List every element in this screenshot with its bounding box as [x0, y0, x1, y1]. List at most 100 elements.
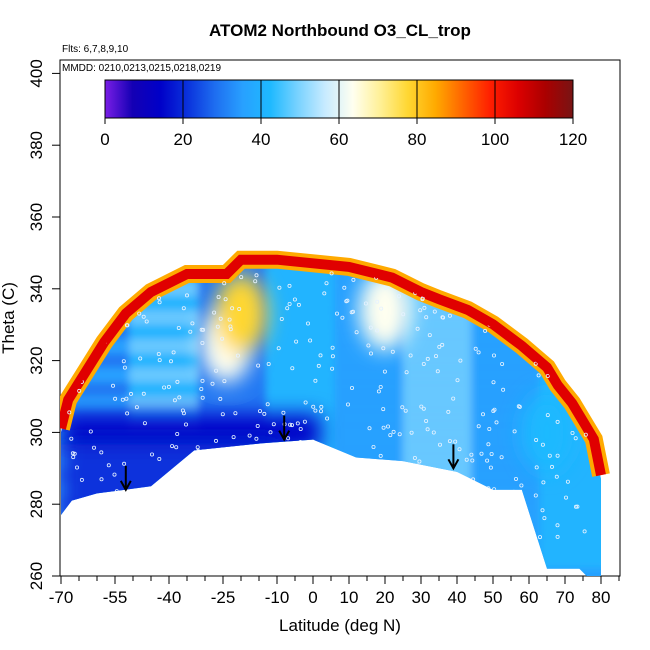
- sample-point: [388, 433, 393, 438]
- sample-point: [200, 340, 205, 345]
- sample-point: [527, 310, 532, 315]
- sample-point: [483, 502, 488, 507]
- sample-point: [238, 536, 243, 541]
- sample-point: [321, 468, 326, 473]
- sample-point: [158, 526, 163, 531]
- feature-layer-lower: [61, 444, 281, 535]
- sample-point: [505, 316, 510, 321]
- sample-point: [235, 506, 240, 511]
- sample-point: [156, 296, 161, 301]
- sample-point: [381, 425, 386, 430]
- sample-point: [314, 525, 319, 530]
- sample-point: [72, 520, 77, 525]
- sample-point: [479, 451, 484, 456]
- sample-point: [445, 271, 450, 276]
- sample-point: [547, 453, 552, 458]
- sample-point: [458, 358, 463, 363]
- sample-point: [215, 324, 220, 329]
- sample-point: [550, 464, 555, 469]
- sample-point: [533, 361, 538, 366]
- sample-point: [107, 501, 112, 506]
- sample-point: [485, 458, 490, 463]
- sample-point: [92, 494, 97, 499]
- sample-point: [173, 504, 178, 509]
- x-tick-label: 80: [592, 588, 611, 607]
- sample-point: [447, 313, 452, 318]
- sample-point: [367, 507, 372, 512]
- sample-point: [424, 418, 429, 423]
- sample-point: [147, 515, 152, 520]
- y-tick-label: 360: [27, 203, 46, 231]
- sample-point: [570, 430, 575, 435]
- sample-point: [88, 429, 93, 434]
- sample-point: [253, 279, 258, 284]
- sample-point: [157, 456, 162, 461]
- sample-point: [541, 340, 546, 345]
- sample-point: [269, 508, 274, 513]
- sample-point: [455, 378, 460, 383]
- sample-point: [553, 327, 558, 332]
- x-tick-label: 60: [520, 588, 539, 607]
- feature-blob: [215, 273, 267, 354]
- sample-point: [289, 423, 294, 428]
- sample-point: [580, 356, 585, 361]
- sample-point: [199, 502, 204, 507]
- sample-point: [583, 432, 588, 437]
- sample-point: [195, 445, 200, 450]
- tropopause-arrow: [447, 444, 460, 471]
- sample-point: [70, 451, 75, 456]
- sample-point: [262, 411, 267, 416]
- sample-point: [585, 366, 590, 371]
- sample-point: [385, 424, 390, 429]
- sample-point: [214, 368, 219, 373]
- sample-point: [228, 327, 233, 332]
- sample-point: [354, 490, 359, 495]
- sample-point: [254, 436, 259, 441]
- sample-point: [324, 281, 329, 286]
- sample-point: [491, 353, 496, 358]
- sample-point: [373, 527, 378, 532]
- sample-point: [488, 465, 493, 470]
- sample-point: [341, 494, 346, 499]
- sample-point: [316, 363, 321, 368]
- sample-point: [418, 308, 423, 313]
- sample-point: [586, 363, 591, 368]
- sample-point: [545, 373, 550, 378]
- sample-point: [286, 436, 291, 441]
- sample-point: [469, 452, 474, 457]
- colorbar-tick-label: 20: [174, 130, 193, 149]
- tropopause-arrow: [119, 465, 132, 492]
- sample-point: [464, 477, 469, 482]
- sample-point: [77, 388, 82, 393]
- sample-point: [401, 312, 406, 317]
- sample-point: [464, 457, 469, 462]
- sample-point: [379, 306, 384, 311]
- sample-point: [69, 436, 74, 441]
- sample-point: [225, 513, 230, 518]
- sample-point: [223, 297, 228, 302]
- sample-point: [168, 359, 173, 364]
- sample-point: [462, 521, 467, 526]
- sample-point: [382, 531, 387, 536]
- sample-point: [265, 402, 270, 407]
- sample-point: [451, 501, 456, 506]
- sample-point: [239, 275, 244, 280]
- sample-point: [367, 480, 372, 485]
- sample-point: [420, 502, 425, 507]
- sample-point: [99, 450, 104, 455]
- sample-point: [476, 424, 481, 429]
- sample-point: [104, 531, 109, 536]
- sample-point: [540, 508, 545, 513]
- sample-point: [483, 328, 488, 333]
- sample-point: [222, 281, 227, 286]
- sample-point: [218, 467, 223, 472]
- sample-point: [330, 366, 335, 371]
- sample-point: [326, 527, 331, 532]
- sample-point: [228, 324, 233, 329]
- sample-point: [427, 502, 432, 507]
- sample-point: [574, 504, 579, 509]
- sample-point: [441, 315, 446, 320]
- y-tick-label: 380: [27, 131, 46, 159]
- sample-point: [171, 350, 176, 355]
- sample-point: [537, 269, 542, 274]
